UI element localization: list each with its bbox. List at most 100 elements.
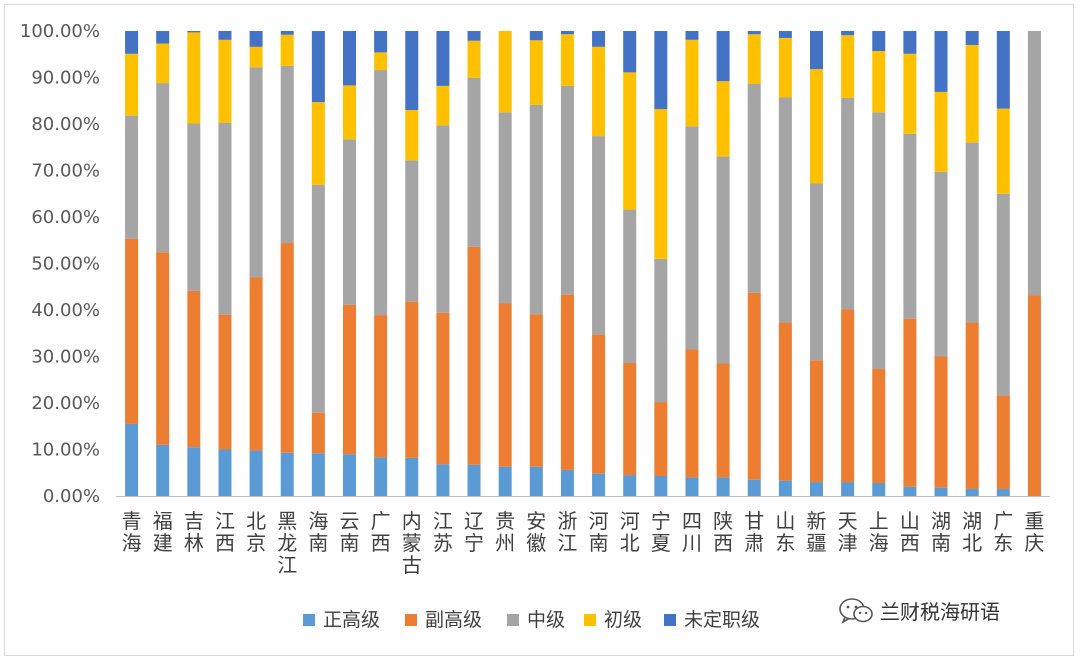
- x-tick-label: 北京: [246, 509, 266, 555]
- x-tick-label: 黑龙江: [277, 509, 297, 577]
- bar-segment: [934, 487, 948, 496]
- bar-segment: [156, 31, 170, 44]
- bar-segment: [716, 477, 730, 496]
- bar-segment: [529, 466, 543, 496]
- bar-segment: [965, 322, 979, 490]
- y-tick-label: 80.00%: [31, 114, 100, 135]
- bar-stack: [529, 31, 543, 496]
- y-tick-label: 0.00%: [43, 486, 100, 507]
- legend-item: 初级: [584, 609, 642, 631]
- x-tick-label: 宁夏: [651, 509, 671, 555]
- bar-segment: [343, 85, 356, 140]
- x-tick-label: 辽宁: [464, 509, 484, 555]
- bar-stack: [872, 31, 886, 496]
- bar-segment: [405, 160, 419, 302]
- bar-segment: [841, 309, 855, 483]
- bar-stack: [374, 31, 388, 496]
- bar-segment: [996, 489, 1010, 496]
- bar-stack: [249, 31, 263, 496]
- bar-segment: [436, 31, 450, 86]
- bar-stack: [343, 31, 356, 496]
- x-tick-label: 福建: [153, 509, 173, 555]
- bar-stack: [747, 31, 761, 496]
- bar-stack: [405, 31, 419, 496]
- bar-segment: [125, 31, 139, 54]
- bar-segment: [841, 35, 855, 98]
- bar-segment: [810, 31, 823, 70]
- bar-segment: [405, 457, 419, 496]
- bar-segment: [592, 334, 606, 474]
- y-tick-label: 10.00%: [31, 440, 100, 461]
- bar-segment: [125, 423, 139, 496]
- bar-segment: [841, 31, 855, 36]
- bar-layer: [125, 31, 1041, 496]
- bar-segment: [436, 85, 450, 126]
- bar-segment: [405, 301, 419, 458]
- bar-segment: [965, 31, 979, 45]
- bar-segment: [343, 139, 356, 305]
- bar-stack: [934, 31, 948, 496]
- x-tick-label: 广西: [371, 509, 391, 555]
- bar-segment: [872, 31, 886, 51]
- bar-segment: [249, 450, 263, 496]
- chart-frame: [4, 4, 1074, 656]
- legend: 正高级 副高级 中级 初级 未定职级: [303, 609, 760, 631]
- bar-segment: [218, 314, 232, 450]
- bar-segment: [311, 102, 325, 185]
- bar-segment: [934, 31, 948, 92]
- x-tick-label: 陕西: [713, 509, 733, 555]
- bar-segment: [996, 108, 1010, 194]
- bar-stack: [841, 31, 855, 496]
- bar-segment: [374, 31, 388, 53]
- bar-segment: [685, 477, 699, 496]
- bar-segment: [249, 31, 263, 47]
- watermark-text: 兰财税海研语: [880, 600, 1000, 624]
- axis-layer: 0.00% 10.00% 20.00% 30.00% 40.00% 50.00% 60.00…: [20, 21, 1050, 507]
- bar-segment: [716, 31, 730, 82]
- legend-swatch: [405, 614, 417, 626]
- bar-segment: [623, 209, 637, 364]
- bar-stack: [156, 31, 170, 496]
- bar-segment: [592, 46, 606, 137]
- x-tick-label: 江苏: [433, 509, 453, 555]
- bar-segment: [560, 294, 574, 470]
- bar-segment: [436, 312, 450, 465]
- bar-segment: [841, 97, 855, 310]
- bar-segment: [467, 77, 481, 247]
- bar-segment: [996, 395, 1010, 490]
- bar-segment: [405, 110, 419, 161]
- bar-segment: [934, 171, 948, 357]
- bar-segment: [747, 479, 761, 496]
- y-tick-label: 60.00%: [31, 207, 100, 228]
- bar-segment: [218, 39, 232, 123]
- bar-segment: [685, 39, 699, 127]
- bar-segment: [187, 447, 201, 496]
- x-tick-label: 上海: [869, 509, 889, 555]
- legend-item: 正高级: [303, 609, 380, 631]
- x-tick-label: 吉林: [184, 509, 204, 555]
- bar-segment: [903, 133, 917, 319]
- bar-segment: [467, 40, 481, 78]
- bar-segment: [654, 476, 668, 496]
- bar-segment: [125, 115, 139, 239]
- x-tick-label: 湖北: [962, 509, 982, 555]
- x-tick-label: 海南: [308, 509, 328, 555]
- bar-segment: [249, 67, 263, 278]
- x-tick-label: 浙江: [557, 509, 577, 555]
- bar-segment: [343, 31, 356, 86]
- x-tick-label: 广东: [993, 509, 1013, 555]
- bar-segment: [280, 65, 294, 244]
- bar-segment: [592, 136, 606, 335]
- bar-stack: [965, 31, 979, 496]
- bar-segment: [654, 258, 668, 403]
- bar-segment: [747, 84, 761, 293]
- x-tick-label: 江西: [215, 509, 235, 555]
- bar-stack: [623, 31, 637, 496]
- bar-segment: [592, 473, 606, 496]
- bar-stack: [436, 31, 450, 496]
- bar-segment: [156, 43, 170, 84]
- bar-segment: [311, 412, 325, 454]
- bar-segment: [965, 489, 979, 496]
- bar-stack: [467, 31, 481, 496]
- bar-segment: [903, 318, 917, 487]
